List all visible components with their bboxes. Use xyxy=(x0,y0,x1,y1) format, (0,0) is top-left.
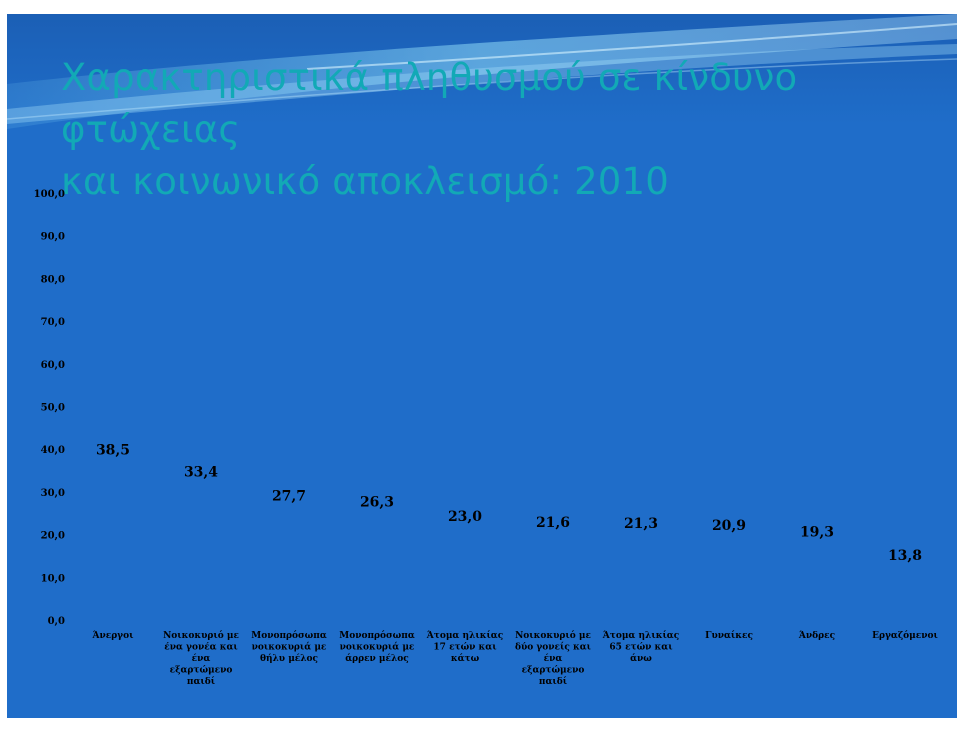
x-category-label: Άνεργοι xyxy=(92,630,134,641)
data-label: 38,5 xyxy=(96,443,130,459)
y-tick-label: 70,0 xyxy=(41,317,65,328)
y-tick-label: 50,0 xyxy=(41,403,65,414)
y-tick-label: 60,0 xyxy=(41,360,65,371)
x-category-label: Άτομα ηλικίας 65 ετών και άνω xyxy=(602,630,679,664)
title-line-2: και κοινωνικό αποκλεισμό: 2010 xyxy=(61,160,670,203)
data-label: 23,0 xyxy=(448,509,482,525)
slide-background-swoosh xyxy=(7,14,957,129)
x-category-label: Γυναίκες xyxy=(705,630,753,641)
data-labels: 38,5 33,4 27,7 26,3 23,0 21,6 21,3 20,9 19,3 13,8 xyxy=(96,443,922,564)
data-label: 27,7 xyxy=(272,489,306,505)
y-tick-label: 100,0 xyxy=(34,189,65,200)
data-label: 20,9 xyxy=(712,518,746,534)
y-tick-label: 40,0 xyxy=(41,445,65,456)
data-label: 21,6 xyxy=(536,515,570,531)
bar-chart: 0,0 10,0 20,0 30,0 40,0 50,0 60,0 70,0 80,0 90,0 1… xyxy=(34,189,938,687)
data-label: 26,3 xyxy=(360,495,394,511)
slide: Χαρακτηριστικά πληθυσμού σε κίνδυνο φτώχ… xyxy=(7,14,957,718)
y-tick-label: 0,0 xyxy=(48,616,65,627)
x-axis: Άνεργοι Νοικοκυριό με ένα γονέα και ένα εξαρ… xyxy=(92,630,938,687)
x-category-label: Μονοπρόσωπα νοικοκυριά με άρρεν μέλος xyxy=(339,630,415,664)
title-line-1: Χαρακτηριστικά πληθυσμού σε κίνδυνο φτώχ… xyxy=(61,56,798,151)
data-label: 33,4 xyxy=(184,464,218,480)
data-label: 19,3 xyxy=(800,525,834,541)
x-category-label: Εργαζόμενοι xyxy=(872,630,938,641)
y-tick-label: 10,0 xyxy=(41,573,65,584)
x-category-label: Άτομα ηλικίας 17 ετών και κάτω xyxy=(426,630,503,664)
x-category-label: Νοικοκυριό με δύο γονείς και ένα εξαρτώμενο… xyxy=(515,630,591,687)
x-category-label: Άνδρες xyxy=(798,630,835,641)
data-label: 13,8 xyxy=(888,548,922,564)
y-tick-label: 90,0 xyxy=(41,232,65,243)
y-tick-label: 80,0 xyxy=(41,274,65,285)
y-axis: 0,0 10,0 20,0 30,0 40,0 50,0 60,0 70,0 80,0 90,0 1… xyxy=(34,189,65,627)
data-label: 21,3 xyxy=(624,516,658,532)
y-tick-label: 20,0 xyxy=(41,531,65,542)
x-category-label: Νοικοκυριό με ένα γονέα και ένα εξαρτώμενο π… xyxy=(163,630,239,687)
x-category-label: Μονοπρόσωπα νοικοκυριά με θήλυ μέλος xyxy=(251,630,327,664)
y-tick-label: 30,0 xyxy=(41,488,65,499)
slide-title: Χαρακτηριστικά πληθυσμού σε κίνδυνο φτώχ… xyxy=(61,52,941,208)
